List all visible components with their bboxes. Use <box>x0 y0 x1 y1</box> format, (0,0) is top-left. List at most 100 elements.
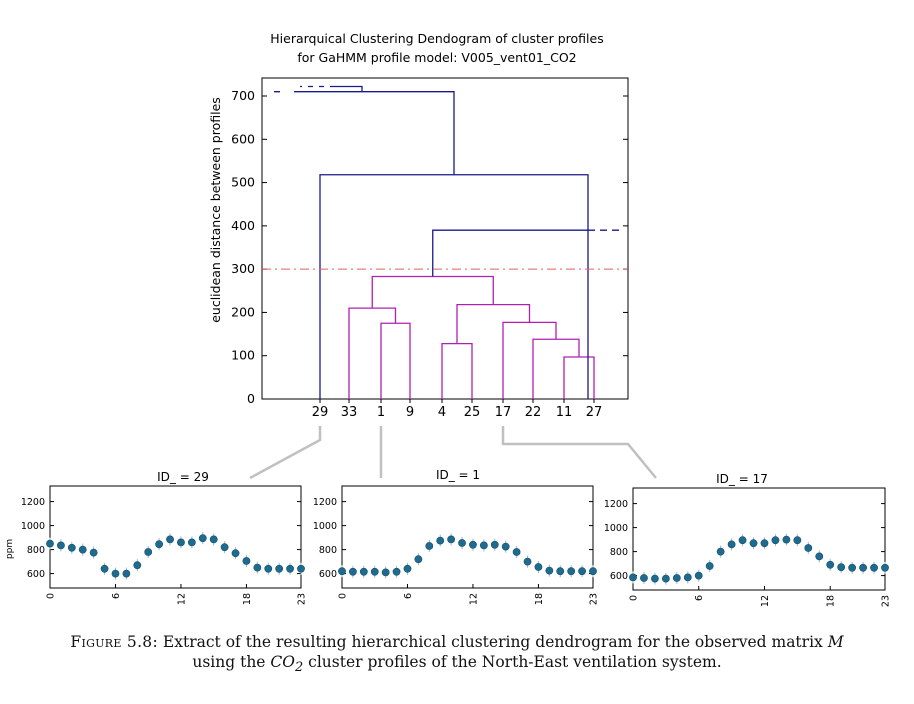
link-top-1 <box>300 91 455 175</box>
subplot-y-label: ppm <box>5 539 15 559</box>
data-point <box>661 574 670 583</box>
subplot-x-tick-label: 0 <box>46 593 57 599</box>
data-point <box>111 569 120 578</box>
y-tick-label: 600 <box>231 131 255 146</box>
data-point <box>359 567 368 576</box>
data-point <box>567 567 576 576</box>
leaf-label-17: 17 <box>495 405 512 420</box>
subplot-x-tick-label: 12 <box>468 593 479 605</box>
subplot-title: ID_ = 17 <box>716 472 768 486</box>
data-point <box>338 567 346 576</box>
data-point <box>793 536 802 545</box>
leaf-label-11: 11 <box>556 405 573 420</box>
dendrogram-title-line2: for GaHMM profile model: V005_vent01_CO2 <box>297 50 576 65</box>
data-point <box>694 571 703 580</box>
data-point <box>716 547 725 556</box>
data-point <box>253 563 262 572</box>
subplot-title: ID_ = 29 <box>157 470 209 484</box>
link-top-2 <box>335 85 363 92</box>
link-17 <box>502 321 557 399</box>
subplot-x-tick-label: 6 <box>403 593 414 599</box>
data-point <box>242 557 251 565</box>
subplot-y-tick-label: 1200 <box>604 499 628 510</box>
profile-plot-17: ID_ = 17 600 800 1000 1200 0 6 12 18 23 <box>604 472 892 607</box>
caption-text-c: cluster profiles of the North-East venti… <box>308 653 722 671</box>
subplot-frame <box>632 487 886 591</box>
subplot-y-tick-label: 800 <box>610 547 628 558</box>
data-point <box>640 574 648 582</box>
data-point <box>523 557 532 566</box>
subplot-y-tick-label: 800 <box>319 545 337 556</box>
data-point <box>144 548 153 556</box>
y-tick-label: 300 <box>231 261 255 276</box>
data-point <box>100 564 109 573</box>
data-point <box>870 563 878 572</box>
data-point <box>133 561 142 570</box>
subplot-y-tick-label: 1200 <box>21 497 45 508</box>
data-point <box>859 563 867 572</box>
data-point <box>57 541 65 550</box>
leaf-label-25: 25 <box>464 405 481 420</box>
subplot-y-tick-label: 600 <box>319 569 337 580</box>
data-point <box>881 563 889 572</box>
figure-caption: Figure 5.8: Extract of the resulting hie… <box>60 632 854 678</box>
subplot-x-tick-label: 23 <box>297 593 308 605</box>
data-point <box>46 539 54 548</box>
subplot-x-tick-label: 23 <box>881 595 892 607</box>
subplot-y-tick-label: 1000 <box>604 523 628 534</box>
data-point <box>749 539 758 548</box>
link-33 <box>348 307 397 399</box>
profile-plot-1: ID_ = 1 600 800 1000 1200 0 6 12 18 23 <box>313 468 600 605</box>
caption-chem-sub: 2 <box>295 660 304 676</box>
link-11-27 <box>563 356 595 399</box>
data-point <box>155 540 164 549</box>
data-point <box>231 549 240 558</box>
data-point <box>705 562 714 570</box>
link-29 <box>319 174 589 399</box>
subplot-y-tick-label: 1000 <box>313 521 337 532</box>
y-tick-label: 400 <box>231 218 255 233</box>
link-right-group <box>456 303 531 344</box>
data-point <box>629 573 637 582</box>
dendrogram-chart: 0 100 200 300 400 500 600 700 euclidean distance… <box>208 77 629 420</box>
subplot-x-tick-label: 18 <box>826 595 837 607</box>
data-point <box>458 539 466 547</box>
data-point <box>545 566 554 575</box>
subplot-frame <box>49 485 302 589</box>
subplot-title: ID_ = 1 <box>436 468 480 482</box>
profile-plot-29: ID_ = 29 600 800 1000 1200 0 6 12 18 23 ppm <box>5 470 308 605</box>
connector-17 <box>501 426 657 479</box>
leaf-connectors <box>249 426 657 480</box>
data-point <box>556 567 565 576</box>
y-tick-label: 0 <box>247 391 255 406</box>
subplot-x-tick-label: 18 <box>534 593 545 605</box>
subplot-x-tick-label: 12 <box>176 593 187 605</box>
data-point <box>804 544 813 552</box>
leaf-label-27: 27 <box>586 405 603 420</box>
data-point <box>727 540 736 549</box>
subplot-x-tick-label: 0 <box>629 595 640 601</box>
data-point <box>264 564 273 573</box>
data-point <box>589 567 597 576</box>
subplot-y-tick-label: 1200 <box>313 497 337 508</box>
caption-label: Figure 5.8: <box>70 633 158 651</box>
data-point <box>67 543 76 552</box>
subplot-x-tick-label: 23 <box>589 593 600 605</box>
data-point <box>425 542 434 550</box>
link-22 <box>532 338 580 399</box>
data-point <box>275 564 284 573</box>
data-point <box>78 545 87 554</box>
data-point <box>490 540 499 549</box>
data-point <box>166 535 174 544</box>
data-point <box>187 538 196 547</box>
data-point <box>220 543 229 552</box>
subplot-y-tick-label: 800 <box>27 545 45 556</box>
leaf-label-22: 22 <box>525 405 542 420</box>
data-point <box>89 548 98 557</box>
data-point <box>177 538 185 547</box>
data-point <box>848 563 857 572</box>
y-tick-label: 100 <box>231 348 255 363</box>
y-axis-label: euclidean distance between profiles <box>208 97 223 323</box>
link-4-25 <box>441 342 473 399</box>
data-point <box>815 552 824 561</box>
